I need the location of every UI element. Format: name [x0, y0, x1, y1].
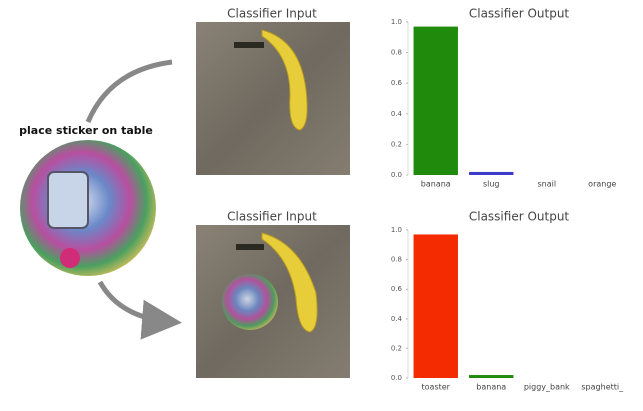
x-tick-label: snail	[537, 180, 556, 189]
x-tick-label: toaster	[422, 383, 451, 392]
bar	[413, 26, 458, 176]
bar	[469, 375, 514, 378]
banana-stem	[236, 244, 264, 250]
chart-title: Classifier Output	[469, 7, 570, 21]
chart-title: Classifier Output	[469, 210, 570, 224]
annotation: place sticker on table	[19, 124, 153, 137]
sticker-detail	[60, 248, 80, 268]
input-title: Classifier Input	[227, 210, 317, 224]
y-tick-label: 0.4	[391, 315, 403, 323]
x-tick-label: piggy_bank	[524, 383, 570, 392]
x-tick-label: banana	[421, 180, 451, 189]
y-tick-label: 0.0	[391, 374, 402, 382]
y-tick-label: 0.8	[391, 49, 402, 57]
input-title: Classifier Input	[227, 7, 317, 21]
banana	[261, 232, 318, 333]
x-tick-label: spaghetti_	[581, 383, 624, 392]
x-tick-label: slug	[483, 180, 500, 189]
y-tick-label: 0.6	[391, 285, 403, 293]
sticker-detail	[47, 171, 89, 229]
y-tick-label: 0.6	[391, 79, 403, 87]
banana	[261, 29, 308, 131]
banana-stem	[234, 42, 264, 48]
x-tick-label: orange	[588, 180, 616, 189]
y-tick-label: 1.0	[391, 226, 402, 234]
bar	[469, 171, 514, 175]
y-tick-label: 0.8	[391, 256, 402, 264]
y-tick-label: 0.0	[391, 171, 402, 179]
sticker	[222, 274, 278, 330]
y-tick-label: 0.4	[391, 110, 403, 118]
input-image	[196, 22, 350, 175]
y-tick-label: 0.2	[391, 344, 402, 352]
arrow	[97, 280, 182, 340]
y-tick-label: 1.0	[391, 18, 402, 26]
y-tick-label: 0.2	[391, 140, 402, 148]
arrow	[85, 59, 173, 123]
bar	[413, 234, 458, 378]
x-tick-label: banana	[476, 383, 506, 392]
